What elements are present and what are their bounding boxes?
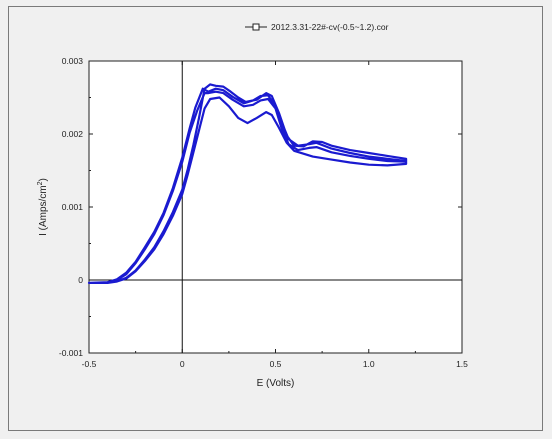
y-tick-label: 0.003 <box>62 56 84 66</box>
y-axis-label-main: I (Amps/cm <box>38 185 49 236</box>
legend-label: 2012.3.31-22#-cv(-0.5~1.2).cor <box>271 22 389 32</box>
y-tick-label: 0 <box>78 275 83 285</box>
y-axis-label-sup: 2 <box>37 181 44 185</box>
series-layer <box>87 83 408 284</box>
x-tick-label: 1.5 <box>456 359 468 369</box>
y-tick-label: 0.001 <box>62 202 84 212</box>
y-axis-label: I (Amps/cm2) <box>37 178 49 236</box>
x-tick-label: -0.5 <box>82 359 97 369</box>
y-tick-label: 0.002 <box>62 129 84 139</box>
legend: 2012.3.31-22#-cv(-0.5~1.2).cor <box>245 22 389 32</box>
x-axis-label: E (Volts) <box>257 378 295 389</box>
chart-panel: -0.5 0 0.5 1.0 1.5 -0.001 0 0.001 0.002 0.003 201… <box>8 6 543 431</box>
x-tick-label: 1.0 <box>363 359 375 369</box>
cv-series-line <box>87 83 408 284</box>
y-tick-label: -0.001 <box>59 348 83 358</box>
cv-chart: -0.5 0 0.5 1.0 1.5 -0.001 0 0.001 0.002 0.003 201… <box>37 22 468 389</box>
x-tick-label: 0 <box>180 359 185 369</box>
y-axis-label-tail: ) <box>38 178 49 181</box>
zero-lines <box>89 61 462 353</box>
legend-marker <box>252 23 260 31</box>
x-tick-label: 0.5 <box>270 359 282 369</box>
